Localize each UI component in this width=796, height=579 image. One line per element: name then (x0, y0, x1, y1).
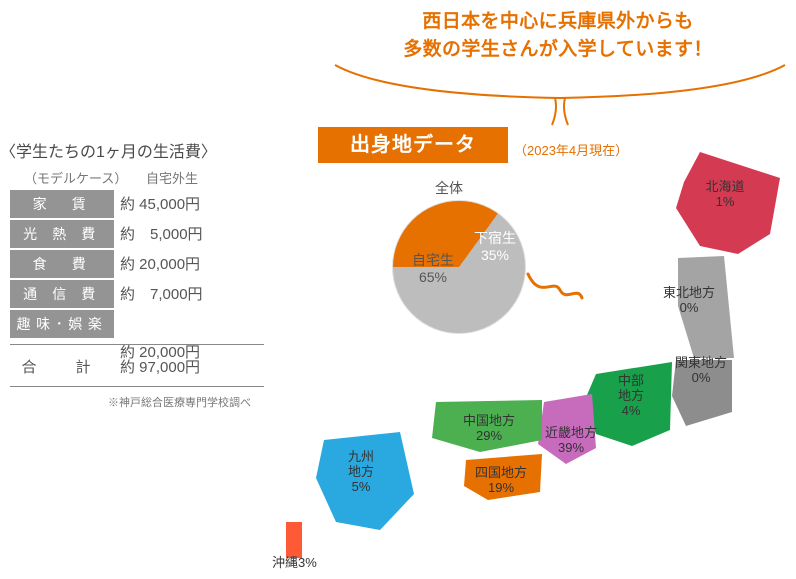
label-hokkaido: 北海道1% (700, 180, 750, 210)
expense-title: 〈学生たちの1ヶ月の生活費〉 (0, 138, 217, 162)
speech-bubble-tail (330, 60, 790, 130)
label-chubu: 中部地方4% (606, 374, 656, 419)
expense-row-label: 光 熱 費 (10, 220, 114, 248)
label-kinki: 近畿地方39% (536, 426, 606, 456)
divider (10, 386, 264, 387)
label-kyushu: 九州地方5% (336, 450, 386, 495)
headline-line1: 西日本を中心に兵庫県外からも (422, 11, 693, 32)
region-okinawa (286, 522, 302, 558)
label-okinawa: 沖縄3% (272, 556, 342, 571)
expense-row-label: 趣味･娯楽費 (10, 310, 114, 338)
expense-row-label: 家 賃 (10, 190, 114, 218)
expense-total-value: 約 97,000円 (114, 356, 200, 377)
expense-total-label: 合 計 (10, 356, 114, 377)
expense-col2: 自宅外生 (146, 168, 198, 187)
expense-row: 食 費約 20,000円 (10, 250, 254, 278)
expense-row: 光 熱 費約 5,000円 (10, 220, 254, 248)
label-shikoku: 四国地方19% (466, 466, 536, 496)
label-chugoku: 中国地方29% (454, 414, 524, 444)
expense-row: 通 信 費約 7,000円 (10, 280, 254, 308)
expense-row-value: 約 7,000円 (114, 281, 254, 309)
expense-row-label: 食 費 (10, 250, 114, 278)
expense-footnote: ※神戸総合医療専門学校調べ (108, 394, 251, 410)
expense-row: 家 賃約 45,000円 (10, 190, 254, 218)
divider (10, 344, 264, 345)
headline-line2: 多数の学生さんが入学しています！ (403, 39, 713, 60)
label-tohoku: 東北地方0% (654, 286, 724, 316)
expense-row-value: 約 45,000円 (114, 191, 254, 219)
expense-row-label: 通 信 費 (10, 280, 114, 308)
expense-row-value: 約 5,000円 (114, 221, 254, 249)
expense-row-value: 約 20,000円 (114, 251, 254, 279)
headline: 西日本を中心に兵庫県外からも 多数の学生さんが入学しています！ (348, 8, 768, 63)
expense-col1: （モデルケース） (24, 168, 127, 187)
label-kanto: 関東地方0% (666, 356, 736, 386)
expense-total: 合 計約 97,000円 (10, 356, 200, 384)
expense-row: 趣味･娯楽費約 20,000円 (10, 310, 254, 338)
